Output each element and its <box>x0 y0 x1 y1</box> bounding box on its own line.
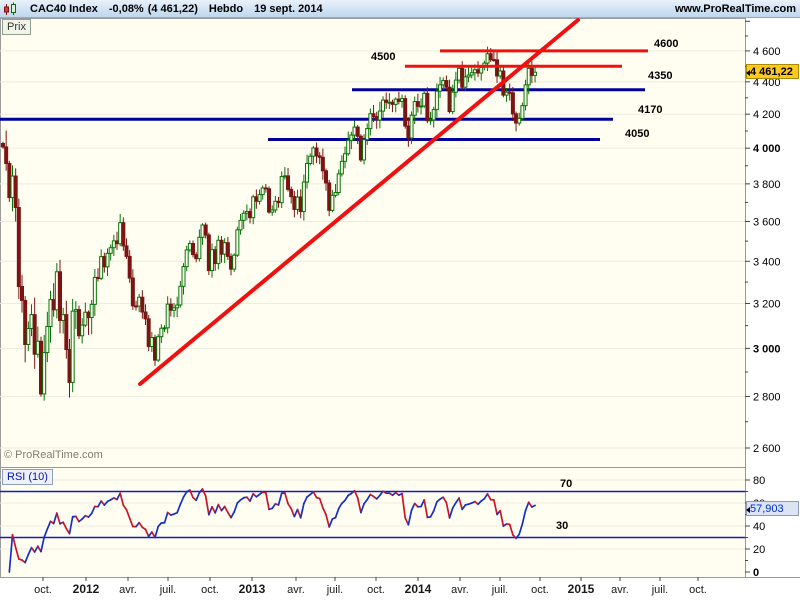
symbol-name: CAC40 Index <box>30 2 98 15</box>
svg-text:3 200: 3 200 <box>753 298 781 310</box>
svg-text:avr.: avr. <box>119 584 137 596</box>
svg-text:4 600: 4 600 <box>753 46 781 58</box>
rsi-plot-area <box>0 467 746 578</box>
svg-text:3 000: 3 000 <box>753 343 781 355</box>
svg-text:2 600: 2 600 <box>753 443 781 455</box>
svg-text:juil.: juil. <box>326 584 344 596</box>
svg-text:4600: 4600 <box>654 38 678 50</box>
svg-text:30: 30 <box>556 520 568 532</box>
svg-text:avr.: avr. <box>287 584 305 596</box>
svg-text:4050: 4050 <box>625 128 649 140</box>
svg-text:4 200: 4 200 <box>753 109 781 121</box>
svg-text:4 400: 4 400 <box>753 77 781 89</box>
svg-text:avr.: avr. <box>451 584 469 596</box>
last-price: (4 461,22) <box>147 2 198 15</box>
svg-text:3 400: 3 400 <box>753 256 781 268</box>
svg-text:4500: 4500 <box>371 51 395 63</box>
svg-text:70: 70 <box>560 478 572 490</box>
watermark: © ProRealTime.com <box>4 449 103 461</box>
tab-prix[interactable]: Prix <box>2 19 31 35</box>
candles[interactable] <box>1 46 538 401</box>
svg-text:0: 0 <box>753 567 759 579</box>
rsi-axis: 020406080 <box>745 475 765 579</box>
svg-text:oct.: oct. <box>689 584 707 596</box>
price-axis: 2 600 2 800 3 000 3 200 3 400 3 600 3 800 4 000… <box>745 20 781 455</box>
level-labels: 4600 4500 4350 4170 4050 <box>371 38 678 140</box>
svg-text:avr.: avr. <box>611 584 629 596</box>
candlestick-icon <box>3 2 19 16</box>
last-price-axis-label: 4 461,22 <box>746 64 799 79</box>
svg-text:20: 20 <box>753 544 765 556</box>
svg-text:4350: 4350 <box>648 70 672 82</box>
svg-text:oct.: oct. <box>34 584 52 596</box>
svg-text:4 000: 4 000 <box>753 143 781 155</box>
svg-text:juil.: juil. <box>651 584 669 596</box>
svg-text:2 800: 2 800 <box>753 391 781 403</box>
chart-title-bar: CAC40 Index -0,08% (4 461,22) Hebdo 19 s… <box>0 0 800 18</box>
rsi-line[interactable] <box>8 488 536 573</box>
svg-text:2014: 2014 <box>405 582 432 596</box>
trendline[interactable] <box>138 18 580 386</box>
svg-text:2012: 2012 <box>73 582 100 596</box>
svg-text:2015: 2015 <box>568 582 595 596</box>
svg-text:2013: 2013 <box>239 582 266 596</box>
website-label: www.ProRealTime.com <box>674 2 796 15</box>
tab-rsi[interactable]: RSI (10) <box>2 469 53 485</box>
session-date: 19 sept. 2014 <box>254 2 323 15</box>
timeframe-label: Hebdo <box>208 2 244 15</box>
svg-text:40: 40 <box>753 521 765 533</box>
svg-text:4170: 4170 <box>638 104 662 116</box>
time-axis: oct. 2012 avr. juil. oct. 2013 avr. juil. oct. 20… <box>0 577 800 596</box>
svg-text:3 800: 3 800 <box>753 179 781 191</box>
svg-text:oct.: oct. <box>531 584 549 596</box>
svg-text:juil.: juil. <box>159 584 177 596</box>
svg-text:oct.: oct. <box>201 584 219 596</box>
svg-text:3 600: 3 600 <box>753 217 781 229</box>
svg-text:80: 80 <box>753 475 765 487</box>
price-change: -0,08% <box>108 2 144 15</box>
svg-text:juil.: juil. <box>491 584 509 596</box>
rsi-gridlines <box>0 479 745 550</box>
resistance-lines[interactable] <box>405 49 648 68</box>
rsi-value-axis-label: 57,903 <box>746 501 799 516</box>
svg-text:oct.: oct. <box>367 584 385 596</box>
